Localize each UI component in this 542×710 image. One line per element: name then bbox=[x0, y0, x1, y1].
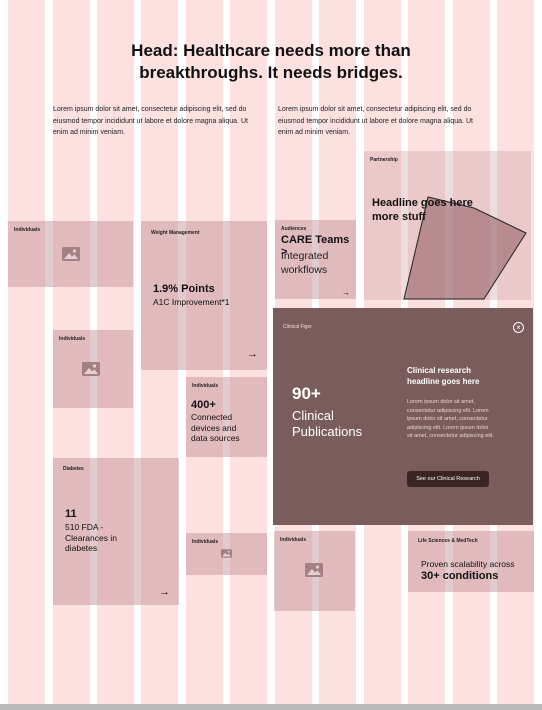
clinical-headline-line: Clinical research bbox=[407, 366, 472, 375]
card-label: Partnership bbox=[370, 157, 398, 163]
card-weight-management[interactable]: Weight Management 1.9% Points A1C Improv… bbox=[141, 221, 267, 370]
card-individuals-2[interactable]: Individuals bbox=[53, 330, 133, 408]
image-icon bbox=[221, 549, 232, 558]
clinical-body-line: ipsum dolor sit amet, consectetur bbox=[407, 416, 488, 423]
card-headline: Headline goes here more stuff bbox=[372, 196, 473, 224]
stat-caption: A1C Improvement*1 bbox=[153, 297, 230, 307]
image-icon bbox=[305, 563, 323, 577]
stat-value: 1.9% Points bbox=[153, 283, 215, 295]
card-label: Life Sciences & MedTech bbox=[418, 538, 478, 544]
stat-caption: 510 FDA - Clearances in diabetes bbox=[65, 522, 117, 554]
close-icon[interactable]: × bbox=[513, 322, 524, 333]
card-label: Individuals bbox=[192, 383, 219, 389]
image-icon bbox=[62, 247, 80, 261]
clinical-stat-value: 90+ bbox=[292, 384, 321, 403]
intro-paragraph-right: Lorem ipsum dolor sit amet, consectetur … bbox=[278, 106, 473, 136]
card-individuals-4[interactable]: Individuals bbox=[186, 533, 267, 575]
card-label: Individuals bbox=[192, 539, 219, 545]
clinical-headline-line: headline goes here bbox=[407, 377, 480, 386]
card-label: Diabetes bbox=[63, 466, 84, 472]
clinical-stat-caption-line: Publications bbox=[292, 424, 363, 439]
stat-caption-line: Connected bbox=[191, 412, 233, 422]
page-title: Head: Healthcare needs more than breakth… bbox=[80, 40, 462, 84]
clinical-headline: Clinical research headline goes here bbox=[407, 365, 479, 387]
clinical-body-line: adipiscing elit. Lorem ipsum dolor bbox=[407, 424, 489, 431]
stat-caption-line: diabetes bbox=[65, 543, 98, 553]
card-label: Individuals bbox=[14, 227, 41, 233]
stat-caption-line: data sources bbox=[191, 433, 240, 443]
card-individuals-5[interactable]: Individuals bbox=[274, 531, 355, 611]
intro-paragraph-left: Lorem ipsum dolor sit amet, consectetur … bbox=[53, 106, 248, 136]
clinical-body-text: Lorem ipsum dolor sit amet, consectetur … bbox=[407, 398, 494, 441]
partnership-shape-graphic bbox=[403, 196, 527, 300]
card-label: Individuals bbox=[280, 537, 307, 543]
card-life-sciences[interactable]: Life Sciences & MedTech Proven scalabili… bbox=[408, 531, 534, 592]
card-clinical-feature[interactable]: Clinical Figer × 90+ Clinical Publicatio… bbox=[273, 308, 533, 525]
stat-caption-line: Clearances in bbox=[65, 532, 117, 543]
card-diabetes[interactable]: Diabetes 11 510 FDA - Clearances in diab… bbox=[53, 458, 179, 605]
clinical-stat-caption: Clinical Publications bbox=[292, 408, 362, 440]
card-label: Clinical Figer bbox=[283, 324, 312, 330]
bottom-scroll-strip bbox=[0, 704, 542, 710]
stat-caption-line: devices and bbox=[191, 422, 237, 433]
image-icon bbox=[82, 362, 100, 376]
card-label: Individuals bbox=[59, 336, 86, 342]
card-subtext-line: Integrated bbox=[281, 250, 329, 262]
card-headline: 30+ conditions bbox=[421, 570, 499, 582]
clinical-stat-caption-line: Clinical bbox=[292, 408, 334, 423]
stat-value: 11 bbox=[65, 508, 77, 520]
card-headline-line: more stuff bbox=[372, 211, 426, 223]
card-label: Weight Management bbox=[151, 230, 200, 236]
arrow-right-icon[interactable]: → bbox=[247, 348, 258, 360]
card-headline-line: Headline goes here bbox=[372, 197, 473, 209]
stat-caption: Connected devices and data sources bbox=[191, 412, 240, 444]
see-clinical-research-button[interactable]: See our Clinical Research bbox=[407, 471, 489, 487]
card-subtext-line: workflows bbox=[281, 264, 328, 276]
clinical-body-line: sit amet, consectetur adipiscing elit. bbox=[407, 433, 494, 440]
clinical-body-line: consectetur adipiscing elit. Lorem bbox=[407, 407, 489, 414]
stat-value: 400+ bbox=[191, 399, 216, 411]
page-title-line-2: breakthroughs. It needs bridges. bbox=[139, 63, 403, 82]
card-subtext: Proven scalability across bbox=[421, 559, 515, 569]
arrow-right-icon[interactable]: → bbox=[159, 586, 170, 598]
arrow-right-icon[interactable]: → bbox=[342, 288, 350, 297]
card-partnership[interactable]: Partnership Headline goes here more stuf… bbox=[364, 151, 531, 300]
card-individuals-1[interactable]: Individuals bbox=[8, 221, 133, 287]
stat-caption-line: 510 FDA - bbox=[65, 522, 104, 532]
card-audiences[interactable]: Audiences CARE Teams > Integrated workfl… bbox=[275, 220, 356, 299]
card-individuals-3[interactable]: Individuals 400+ Connected devices and d… bbox=[186, 377, 267, 457]
clinical-body-line: Lorem ipsum dolor sit amet, bbox=[407, 399, 475, 405]
card-subtext: Integrated workflows bbox=[281, 249, 328, 277]
card-label: Audiences bbox=[281, 226, 307, 232]
page-title-line-1: Head: Healthcare needs more than bbox=[131, 41, 411, 60]
